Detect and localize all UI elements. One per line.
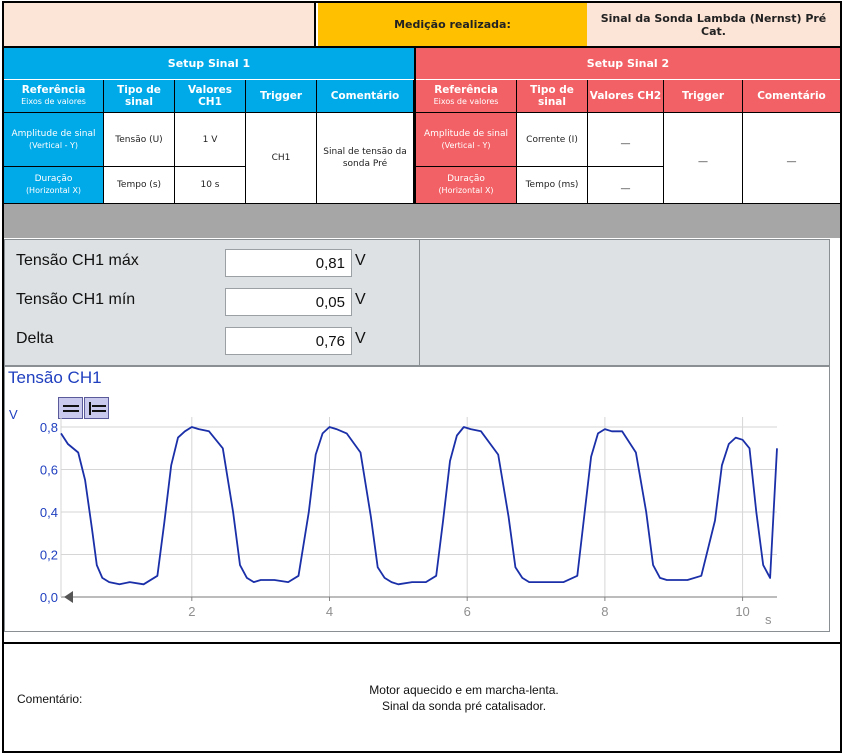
ref-sub: Eixos de valores [21, 97, 86, 106]
setup2-valores-header: Valores CH2 [588, 80, 664, 113]
setup1-valor-duracao: 10 s [175, 167, 246, 204]
chart-toolbar [58, 397, 110, 420]
header-blank [4, 3, 316, 46]
footer: Comentário: Motor aquecido e em marcha-l… [4, 642, 840, 752]
footer-line2: Sinal da sonda pré catalisador. [381, 699, 547, 713]
x-tick-label: 2 [188, 604, 195, 619]
row-sub: (Vertical - Y) [441, 140, 491, 150]
zero-marker-icon [64, 591, 73, 603]
meas-label-min: Tensão CH1 mín [16, 291, 136, 308]
setup1-comentario-value: Sinal de tensão da sonda Pré [317, 113, 414, 204]
setup1-tipo-duracao: Tempo (s) [104, 167, 175, 204]
setup1-valores-header: Valores CH1 [175, 80, 246, 113]
measurement-value: Sinal da Sonda Lambda (Nernst) Pré Cat. [587, 3, 840, 46]
ref-title: Referência [434, 84, 498, 96]
divider [414, 48, 416, 204]
measurement-label: Medição realizada: [318, 3, 587, 46]
meas-value-min[interactable]: 0,05 [225, 288, 352, 316]
setup1-row-amplitude: Amplitude de sinal (Vertical - Y) [4, 113, 104, 167]
divider [4, 46, 840, 48]
row-label: Duração [447, 174, 485, 184]
setup1-tipo-amplitude: Tensão (U) [104, 113, 175, 167]
row-label: Amplitude de sinal [11, 128, 96, 139]
setup2-row-duracao: Duração (Horizontal X) [416, 167, 517, 204]
setup1-comentario-header: Comentário [317, 80, 414, 113]
setup2-comentario-value: __ [743, 113, 840, 204]
row-sub: (Horizontal X) [25, 186, 82, 195]
setup2-row-amplitude: Amplitude de sinal (Vertical - Y) [416, 113, 517, 167]
setup2-valor-amplitude: __ [588, 113, 664, 167]
y-tick-label: 0,8 [40, 420, 58, 435]
footer-label: Comentário: [17, 692, 83, 706]
setup2-tipo-header: Tipo de sinal [517, 80, 588, 113]
series-line [60, 426, 778, 586]
panel-divider [419, 240, 420, 365]
footer-line1: Motor aquecido e em marcha-lenta. [369, 683, 559, 697]
setup1-title: Setup Sinal 1 [4, 48, 414, 79]
row-label: Amplitude de sinal [423, 128, 508, 139]
setup2-trigger-header: Trigger [664, 80, 743, 113]
setup2-trigger-value: __ [664, 113, 743, 204]
x-axis-label: s [765, 612, 772, 627]
y-tick-label: 0,6 [40, 463, 58, 478]
measurements-panel: Tensão CH1 máx 0,81 V Tensão CH1 mín 0,0… [4, 239, 830, 366]
ref-sub: Eixos de valores [433, 97, 499, 106]
x-tick-label: 6 [464, 604, 471, 619]
meas-value-max[interactable]: 0,81 [225, 249, 352, 277]
x-tick-label: 4 [326, 604, 333, 619]
setup1-trigger-value: CH1 [246, 113, 317, 204]
setup1-valor-amplitude: 1 V [175, 113, 246, 167]
separator-bar [4, 204, 840, 238]
y-tick-label: 0,2 [40, 548, 58, 563]
y-tick-label: 0,0 [40, 590, 58, 605]
row-sub: (Horizontal X) [438, 186, 494, 195]
setup2-tipo-amplitude: Corrente (I) [517, 113, 588, 167]
chart-title: Tensão CH1 [8, 368, 102, 387]
meas-label-max: Tensão CH1 máx [16, 252, 139, 269]
setup2-valor-duracao: __ [588, 167, 664, 204]
meas-unit-min: V [355, 291, 366, 308]
setup1-trigger-header: Trigger [246, 80, 317, 113]
footer-comment: Motor aquecido e em marcha-lenta. Sinal … [294, 682, 634, 714]
row-label: Duração [34, 174, 73, 184]
y-tick-label: 0,4 [40, 505, 58, 520]
meas-value-delta[interactable]: 0,76 [225, 327, 352, 355]
y-axis-label: V [9, 407, 18, 422]
scroll-back-icon[interactable] [84, 397, 109, 419]
meas-unit-delta: V [355, 330, 366, 347]
x-tick-label: 10 [735, 604, 749, 619]
setup1-row-duracao: Duração (Horizontal X) [4, 167, 104, 204]
meas-label-delta: Delta [16, 330, 54, 347]
x-tick-label: 8 [601, 604, 608, 619]
ref-title: Referência [21, 84, 86, 96]
setup1-ref-header: Referência Eixos de valores [4, 80, 104, 113]
setup2-ref-header: Referência Eixos de valores [416, 80, 517, 113]
meas-unit-max: V [355, 252, 366, 269]
row-sub: (Vertical - Y) [28, 140, 79, 150]
chart-svg: 0,0 0,2 0,4 0,6 0,8 2 4 6 8 10 Vs [9, 407, 778, 627]
setup1-tipo-header: Tipo de sinal [104, 80, 175, 113]
setup2-tipo-duracao: Tempo (ms) [517, 167, 588, 204]
setup2-comentario-header: Comentário [743, 80, 840, 113]
setup2-title: Setup Sinal 2 [416, 48, 840, 79]
zoom-fit-icon[interactable] [58, 397, 83, 419]
